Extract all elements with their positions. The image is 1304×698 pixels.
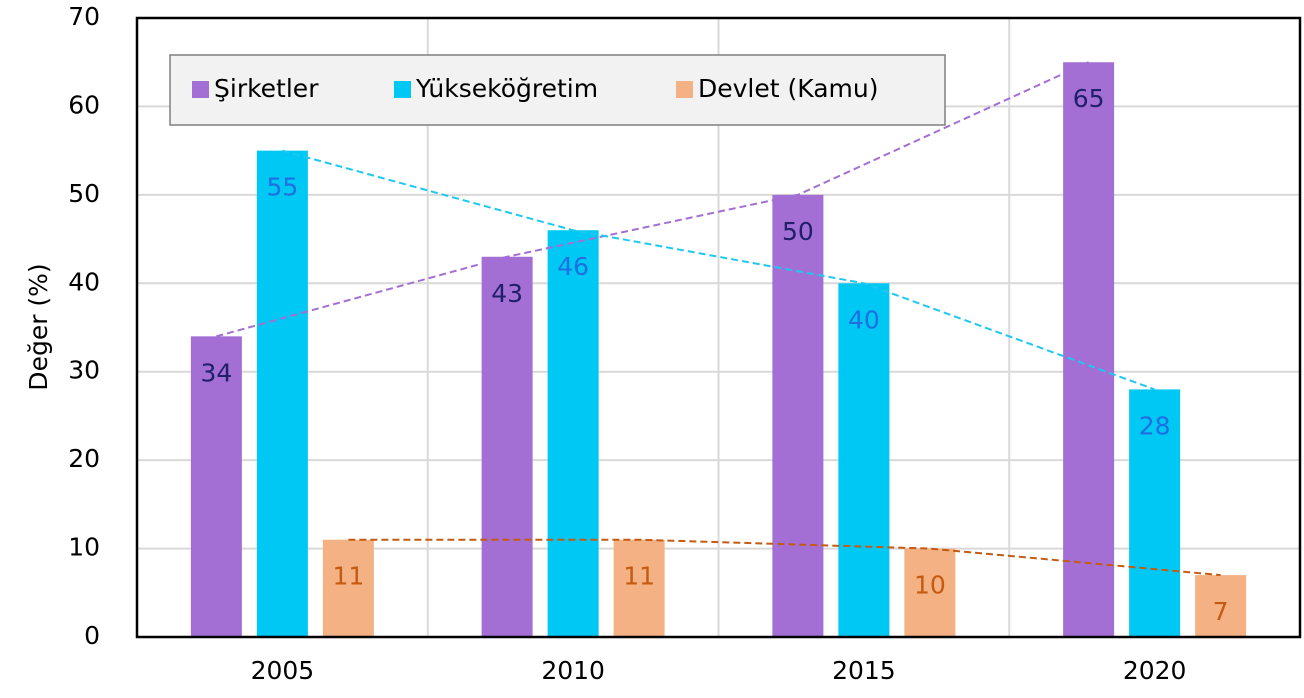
bar: [1063, 62, 1115, 637]
bar: [904, 548, 956, 637]
data-label: 50: [782, 217, 814, 246]
data-label: 55: [266, 173, 298, 202]
legend-label: Şirketler: [214, 74, 319, 103]
bar: [1129, 389, 1181, 637]
data-label: 28: [1139, 411, 1171, 440]
trend-line: [348, 538, 1221, 577]
bar: [838, 283, 890, 637]
data-label: 11: [623, 562, 655, 591]
y-tick-label: 20: [68, 444, 100, 473]
data-label: 10: [914, 571, 946, 600]
bar: [190, 336, 242, 637]
y-tick-label: 40: [68, 267, 100, 296]
plot-border: [135, 16, 1302, 639]
x-tick-label: 2020: [1123, 656, 1187, 685]
bar: [322, 539, 374, 637]
data-label: 11: [332, 562, 364, 591]
x-tick-label: 2015: [832, 656, 896, 685]
bar: [772, 194, 824, 637]
data-label: 65: [1073, 84, 1105, 113]
bar: [481, 256, 533, 637]
y-tick-label: 0: [84, 621, 100, 650]
y-axis-label: Değer (%): [24, 263, 53, 390]
data-label: 40: [848, 305, 880, 334]
bar: [256, 150, 308, 637]
legend-label: Yükseköğretim: [415, 74, 598, 103]
x-tick-label: 2010: [541, 656, 605, 685]
y-tick-label: 70: [68, 2, 100, 31]
y-tick-label: 60: [68, 90, 100, 119]
y-tick-label: 50: [68, 179, 100, 208]
data-label: 46: [557, 252, 589, 281]
legend-swatch: [676, 81, 693, 98]
y-tick-label: 30: [68, 356, 100, 385]
legend-box: [169, 54, 946, 126]
data-label: 34: [200, 358, 232, 387]
legend-swatch: [192, 81, 209, 98]
trend-line: [282, 149, 1155, 391]
y-tick-label: 10: [68, 533, 100, 562]
legend-label: Devlet (Kamu): [698, 74, 878, 103]
bar: [613, 539, 665, 637]
x-tick-label: 2005: [251, 656, 315, 685]
legend-swatch: [394, 81, 411, 98]
data-label: 7: [1213, 597, 1229, 626]
bar: [547, 230, 599, 637]
bar: [1195, 575, 1247, 637]
data-label: 43: [491, 279, 523, 308]
